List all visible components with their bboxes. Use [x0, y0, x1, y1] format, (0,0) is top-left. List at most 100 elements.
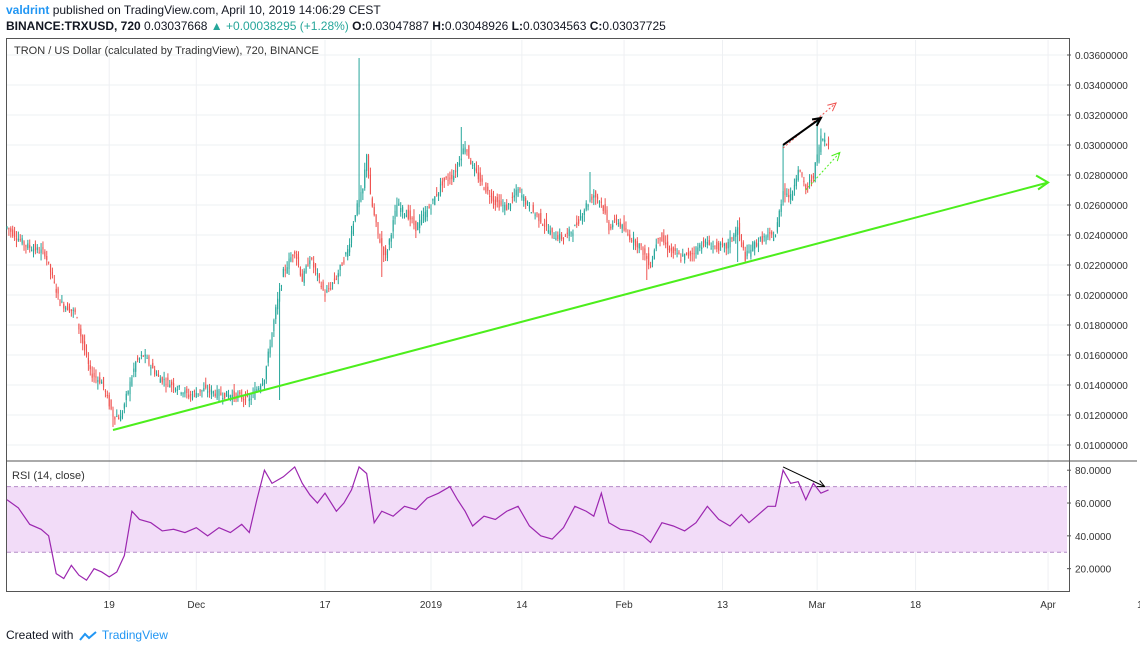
main-y-tick-label: 0.02800000	[1075, 171, 1128, 182]
rsi-y-tick-label: 40.0000	[1075, 532, 1112, 543]
candle-body	[161, 377, 163, 383]
candle-body	[154, 369, 156, 375]
candle-body	[59, 299, 61, 306]
candle-body	[121, 412, 124, 418]
candle-body	[347, 249, 349, 257]
candle-body	[810, 179, 813, 181]
main-y-tick-label: 0.03600000	[1075, 51, 1128, 62]
main-y-tick-label: 0.02200000	[1075, 261, 1128, 272]
candle-body	[354, 215, 356, 221]
chart-frame[interactable]	[6, 38, 1070, 592]
candle-body	[822, 138, 824, 141]
candle-body	[157, 373, 159, 377]
candle-body	[110, 399, 112, 409]
candle-body	[390, 234, 392, 242]
candle-body	[297, 256, 300, 265]
candle-body	[708, 240, 710, 245]
candle-body	[716, 241, 718, 250]
main-y-tick-label: 0.01000000	[1075, 441, 1128, 452]
candle-body	[754, 242, 756, 249]
candle-body	[10, 228, 12, 232]
candle-body	[265, 366, 267, 380]
tradingview-brand-link[interactable]: TradingView	[101, 628, 168, 642]
candle-body	[432, 198, 434, 201]
candle-body	[763, 236, 765, 238]
candle-body	[593, 195, 595, 198]
candle-body	[718, 242, 720, 251]
candle-body	[426, 210, 428, 218]
candle-body	[826, 144, 828, 146]
candle-body	[797, 169, 799, 181]
high-label: H:	[432, 19, 445, 33]
candle-body	[638, 243, 640, 249]
candle-body	[581, 215, 583, 221]
candle-body	[330, 288, 332, 290]
candle-body	[186, 388, 188, 393]
rsi-y-tick-label: 60.0000	[1075, 499, 1112, 510]
candle-body	[233, 390, 235, 397]
candle-body	[773, 237, 775, 241]
author-link[interactable]: valdrint	[6, 3, 50, 17]
candle-body	[48, 261, 50, 263]
candle-body	[339, 264, 341, 271]
candle-body	[241, 395, 243, 400]
candle-body	[314, 263, 317, 271]
rsi-y-tick-label: 20.0000	[1075, 565, 1112, 576]
candle-body	[284, 269, 286, 271]
candle-body	[422, 214, 424, 216]
candle-body	[528, 205, 530, 209]
candle-body	[182, 392, 184, 395]
candle-body	[68, 306, 71, 313]
candle-body	[566, 232, 568, 234]
candle-body	[135, 361, 137, 372]
candle-body	[685, 252, 688, 254]
candle-body	[489, 195, 491, 197]
candle-body	[226, 391, 228, 397]
candle-body	[95, 375, 97, 378]
candle-body	[176, 389, 178, 391]
candle-body	[65, 307, 67, 310]
candle-body	[791, 191, 794, 201]
candle-body	[93, 372, 95, 377]
x-tick-label: 14	[516, 600, 528, 611]
candle-body	[237, 394, 239, 397]
candle-body	[411, 218, 413, 220]
candle-body	[260, 385, 262, 390]
candle-body	[165, 383, 167, 385]
candle-body	[576, 222, 578, 226]
candle-body	[544, 225, 546, 227]
candle-body	[619, 222, 621, 227]
candle-body	[42, 247, 44, 250]
candle-body	[498, 199, 500, 208]
candle-body	[25, 245, 27, 247]
candle-body	[765, 236, 767, 242]
candle-body	[127, 390, 129, 395]
candle-body	[625, 227, 627, 231]
candle-body	[207, 391, 209, 393]
candle-body	[55, 288, 57, 293]
candle-body	[740, 234, 742, 241]
candle-body	[659, 237, 661, 241]
candle-body	[197, 393, 199, 395]
candle-body	[263, 380, 265, 385]
candle-body	[313, 262, 315, 268]
candle-body	[466, 150, 468, 152]
candle-body	[689, 251, 691, 256]
candle-body	[504, 204, 506, 211]
rsi-band	[7, 486, 1067, 553]
candle-body	[356, 203, 358, 215]
candle-body	[479, 172, 481, 182]
tradingview-logo-icon	[78, 631, 97, 641]
candle-body	[201, 389, 203, 392]
candle-body	[661, 232, 663, 242]
candle-body	[676, 253, 678, 255]
candle-body	[441, 181, 443, 186]
candle-body	[305, 265, 307, 273]
up-triangle-icon: ▲	[210, 19, 223, 33]
candle-body	[311, 258, 313, 260]
candle-body	[657, 238, 659, 240]
candle-body	[644, 248, 646, 255]
candle-body	[89, 365, 91, 370]
candle-body	[80, 328, 82, 337]
